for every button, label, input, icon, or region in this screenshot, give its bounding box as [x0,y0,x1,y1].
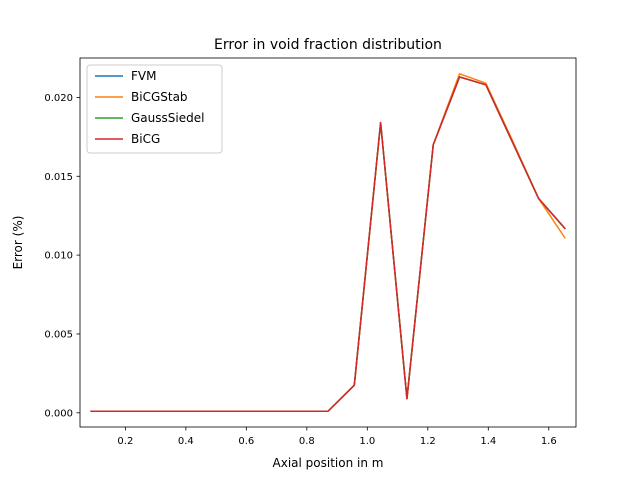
x-tick-label: 0.4 [178,436,194,447]
x-axis-label: Axial position in m [273,456,384,470]
x-tick-label: 0.6 [238,436,254,447]
y-axis-label: Error (%) [11,216,25,270]
chart-title: Error in void fraction distribution [214,37,442,53]
x-tick-label: 1.6 [541,436,557,447]
legend-label: FVM [131,69,156,83]
y-axis: 0.000 0.005 0.010 0.015 0.020 [44,93,80,419]
x-tick-label: 1.2 [420,436,436,447]
y-tick-label: 0.000 [44,408,73,419]
legend-label: BiCGStab [131,90,188,104]
y-tick-label: 0.005 [44,329,73,340]
legend: FVM BiCGStab GaussSiedel BiCG [86,64,223,154]
x-tick-label: 0.8 [299,436,315,447]
y-tick-label: 0.015 [44,172,73,183]
legend-label: BiCG [131,132,160,146]
y-tick-label: 0.020 [44,93,73,104]
x-tick-label: 0.2 [117,436,133,447]
y-tick-label: 0.010 [44,251,73,262]
series-line-bicg [90,76,566,412]
legend-label: GaussSiedel [131,111,204,125]
x-tick-label: 1.4 [480,436,496,447]
series-layer [90,73,566,412]
x-tick-label: 1.0 [359,436,375,447]
plot-frame [79,57,577,428]
x-axis: 0.2 0.4 0.6 0.8 1.0 1.2 1.4 1.6 [117,427,557,447]
legend-box [86,64,223,154]
